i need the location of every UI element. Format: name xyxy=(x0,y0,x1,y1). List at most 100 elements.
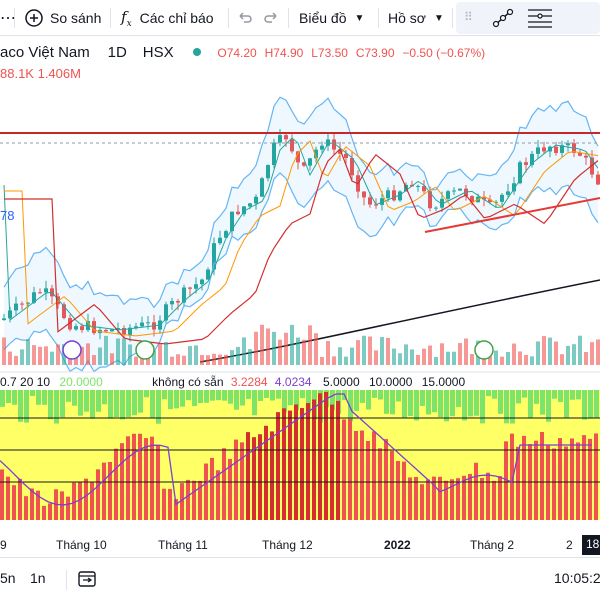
osc-histogram-bar xyxy=(372,431,376,520)
osc-green-bar xyxy=(552,390,557,399)
candle-body xyxy=(200,279,204,285)
volume-bar xyxy=(446,351,450,365)
candle-body xyxy=(524,162,528,165)
volume-bar xyxy=(14,355,18,365)
candle-body xyxy=(44,288,48,293)
symbol-name[interactable]: aco Việt Nam xyxy=(0,44,90,61)
volume-bar xyxy=(536,341,540,365)
osc-histogram-bar xyxy=(210,457,214,520)
candle-body xyxy=(146,322,150,324)
candle-body xyxy=(362,191,366,198)
date-range-icon[interactable] xyxy=(76,569,98,589)
candle-body xyxy=(308,158,312,166)
osc-histogram-bar xyxy=(540,431,544,520)
candle-body xyxy=(224,231,228,238)
time-axis[interactable]: 9 Tháng 10 Tháng 11 Tháng 12 2022 Tháng … xyxy=(0,532,600,558)
candle-body xyxy=(350,158,354,176)
toolbar-separator xyxy=(288,8,289,28)
range-5n[interactable]: 5n xyxy=(0,570,16,586)
osc-histogram-bar xyxy=(474,462,478,520)
chart-type-label: Biểu đồ xyxy=(299,10,347,26)
interval-ellipsis[interactable]: ⋯ xyxy=(0,10,16,27)
osc-histogram-bar xyxy=(342,419,346,520)
osc-green-bar xyxy=(516,390,521,404)
osc-green-bar xyxy=(582,390,587,420)
volume-bar xyxy=(212,353,216,365)
candle-body xyxy=(452,190,456,192)
candle-body xyxy=(500,194,504,202)
volume-bar xyxy=(392,348,396,365)
volume-bar xyxy=(80,346,84,365)
volume-bar xyxy=(110,353,114,365)
volume-bar xyxy=(494,350,498,365)
compare-button[interactable]: So sánh xyxy=(24,6,101,30)
volume-bar xyxy=(560,354,564,365)
osc-green-bar xyxy=(594,390,599,419)
fib-icon[interactable] xyxy=(526,6,554,30)
volume-bar xyxy=(554,341,558,365)
candle-body xyxy=(170,301,174,305)
range-1n[interactable]: 1n xyxy=(30,570,46,586)
drag-handle-icon[interactable]: ⠿ xyxy=(464,10,473,24)
volume-bar xyxy=(332,356,336,365)
volume-bar xyxy=(278,339,282,365)
volume-bar xyxy=(8,351,12,365)
osc-value-2: không có sẵn xyxy=(152,375,224,389)
osc-histogram-bar xyxy=(60,491,64,520)
osc-green-bar xyxy=(258,390,263,401)
osc-green-bar xyxy=(396,390,401,402)
osc-histogram-bar xyxy=(264,425,268,520)
time-label: 9 xyxy=(0,538,7,552)
osc-green-bar xyxy=(48,390,53,420)
osc-green-bar xyxy=(378,390,383,400)
osc-histogram-bar xyxy=(558,438,562,520)
osc-histogram-bar xyxy=(150,436,154,520)
drawing-tools-panel: ⠿ xyxy=(456,2,600,34)
osc-green-bar xyxy=(432,390,437,413)
osc-histogram-bar xyxy=(108,461,112,520)
osc-green-bar xyxy=(240,390,245,406)
chart-type-dropdown[interactable]: Biểu đồ ▼ xyxy=(299,6,364,30)
osc-histogram-bar xyxy=(222,448,226,520)
volume-bar xyxy=(26,339,30,365)
osc-histogram-bar xyxy=(402,461,406,520)
trendline-icon[interactable] xyxy=(490,6,516,30)
profile-dropdown[interactable]: Hồ sơ ▼ xyxy=(388,6,444,30)
volume-bar xyxy=(410,349,414,365)
osc-green-bar xyxy=(510,390,515,424)
volume-bar xyxy=(380,337,384,365)
candle-body xyxy=(296,151,300,163)
price-chart[interactable] xyxy=(0,0,600,532)
osc-histogram-bar xyxy=(582,435,586,520)
osc-histogram-bar xyxy=(414,476,418,520)
candle-body xyxy=(530,153,534,165)
osc-green-bar xyxy=(18,390,23,422)
osc-histogram-bar xyxy=(516,446,520,520)
time-label: Tháng 11 xyxy=(158,538,208,552)
osc-green-bar xyxy=(66,390,71,402)
candle-body xyxy=(104,329,108,332)
osc-green-bar xyxy=(438,390,443,418)
volume-bar xyxy=(254,331,258,365)
indicators-button[interactable]: fx Các chỉ báo xyxy=(121,6,214,30)
redo-button[interactable] xyxy=(262,6,280,30)
volume-bar xyxy=(188,346,192,365)
candle-body xyxy=(290,139,294,152)
volume-bar xyxy=(50,351,54,365)
candle-body xyxy=(116,328,120,330)
osc-histogram-bar xyxy=(480,478,484,520)
osc-green-bar xyxy=(108,390,113,419)
time-label: Tháng 12 xyxy=(262,538,313,552)
close-value: C73.90 xyxy=(355,46,395,60)
profile-label: Hồ sơ xyxy=(388,10,426,26)
volume-bar xyxy=(272,331,276,365)
undo-button[interactable] xyxy=(236,6,254,30)
osc-histogram-bar xyxy=(252,437,256,520)
candle-body xyxy=(2,318,6,320)
osc-green-bar xyxy=(216,390,221,401)
candle-body xyxy=(182,287,186,303)
osc-histogram-bar xyxy=(546,445,550,520)
osc-histogram-bar xyxy=(552,448,556,520)
volume-bar xyxy=(176,354,180,365)
osc-histogram-bar xyxy=(186,479,190,520)
